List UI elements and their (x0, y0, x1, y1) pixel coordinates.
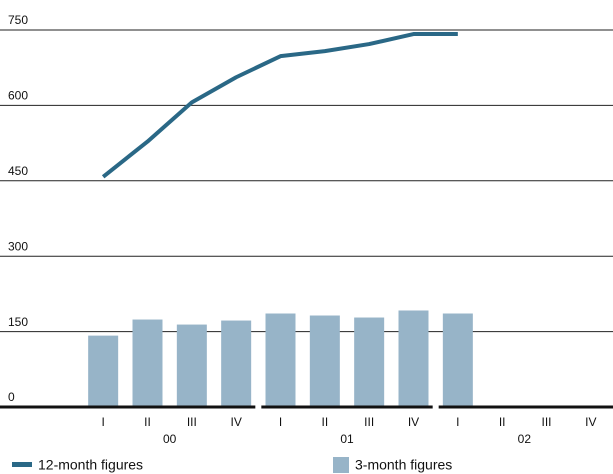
legend-label: 3-month figures (355, 457, 452, 473)
bar (176, 324, 207, 407)
year-label: 00 (163, 432, 177, 446)
x-tick-label: I (101, 415, 104, 429)
legend-label: 12-month figures (38, 457, 143, 473)
x-tick-label: IV (230, 415, 241, 429)
x-tick-label: II (144, 415, 151, 429)
y-tick-label: 0 (8, 390, 15, 404)
line (101, 32, 458, 179)
x-tick-label: II (499, 415, 506, 429)
legend: 12-month figures 3-month figures (12, 457, 452, 473)
legend-swatch (12, 462, 32, 467)
bar (88, 335, 119, 407)
y-tick-label: 600 (8, 89, 28, 103)
year-label: 02 (518, 432, 532, 446)
x-tick-label: I (456, 415, 459, 429)
x-tick-label: III (364, 415, 374, 429)
bar (265, 313, 296, 407)
bar (354, 317, 385, 407)
x-tick-label: III (187, 415, 197, 429)
y-tick-label: 750 (8, 13, 28, 27)
bar (309, 315, 340, 407)
x-tick-label: III (541, 415, 551, 429)
x-tick-label: II (321, 415, 328, 429)
y-tick-label: 150 (8, 315, 28, 329)
legend-swatch (333, 457, 349, 473)
x-tick-label: IV (408, 415, 419, 429)
bar (221, 320, 252, 407)
x-tick-label: I (279, 415, 282, 429)
y-tick-label: 300 (8, 239, 28, 253)
y-tick-label: 450 (8, 164, 28, 178)
bar (442, 313, 473, 407)
year-label: 01 (340, 432, 354, 446)
x-tick-label: IV (585, 415, 596, 429)
bar (398, 310, 429, 407)
bar (132, 319, 163, 407)
